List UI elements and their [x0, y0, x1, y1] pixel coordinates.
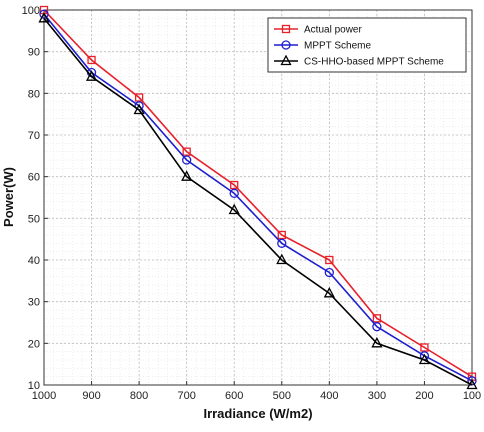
y-tick-label: 20 [28, 338, 40, 350]
data-point [372, 314, 382, 323]
y-axis-title: Power(W) [1, 167, 16, 227]
plot-frame [43, 9, 473, 386]
data-point [371, 336, 383, 348]
legend: Actual power MPPT Scheme CS-HHO-based MPPT… [267, 17, 467, 73]
series-line [43, 17, 473, 386]
data-point [277, 230, 286, 240]
legend-marker [281, 40, 291, 50]
x-tick-label: 200 [415, 390, 433, 402]
data-point [420, 343, 429, 352]
data-point [230, 180, 239, 190]
y-tick-label: 80 [28, 88, 40, 100]
x-tick-label: 500 [273, 390, 291, 402]
y-tick-label: 50 [28, 213, 40, 225]
data-point [87, 55, 96, 65]
series-line [43, 13, 473, 382]
data-point [38, 11, 50, 23]
series-3 [38, 11, 478, 390]
y-tick-label: 60 [28, 172, 40, 184]
x-axis-title: Irradiance (W/m2) [203, 406, 312, 421]
y-tick-label: 40 [28, 255, 40, 267]
x-tick-label: 600 [225, 390, 243, 402]
legend-marker [281, 24, 291, 34]
y-tick-label: 30 [28, 297, 40, 309]
data-point [323, 286, 335, 298]
data-point [277, 238, 287, 248]
data-point [325, 255, 334, 265]
legend-label: MPPT Scheme [304, 41, 371, 52]
y-tick-label: 70 [28, 130, 40, 142]
x-tick-label: 400 [320, 390, 338, 402]
series-line [43, 9, 473, 378]
data-point [228, 203, 240, 215]
x-tick-label: 900 [82, 390, 100, 402]
axis-ticks: 1000 900 800 700 600 500 400 300 200 100 10 20 30 40 5… [22, 5, 482, 402]
data-point [181, 170, 193, 181]
legend-marker [280, 54, 292, 66]
data-point [85, 70, 98, 81]
x-tick-label: 300 [368, 390, 386, 402]
legend-box [267, 17, 467, 73]
data-point [418, 353, 431, 365]
x-tick-label: 700 [177, 390, 195, 402]
x-tick-label: 100 [463, 390, 481, 402]
data-point [324, 267, 334, 278]
x-tick-label: 800 [130, 390, 148, 402]
y-tick-label: 90 [28, 47, 40, 59]
legend-label: Actual power [304, 25, 362, 36]
x-tick-label: 1000 [32, 390, 56, 402]
data-point [39, 9, 49, 19]
data-point [372, 322, 382, 332]
data-point [229, 188, 239, 198]
y-tick-label: 100 [22, 5, 40, 17]
series-layer [38, 5, 478, 390]
data-point [133, 103, 145, 115]
data-point [134, 93, 144, 102]
y-tick-label: 10 [28, 380, 40, 392]
legend-label: CS-HHO-based MPPT Scheme [304, 57, 444, 68]
data-point [182, 147, 191, 156]
data-point [182, 155, 192, 165]
data-point [276, 253, 288, 265]
data-point [466, 378, 478, 390]
